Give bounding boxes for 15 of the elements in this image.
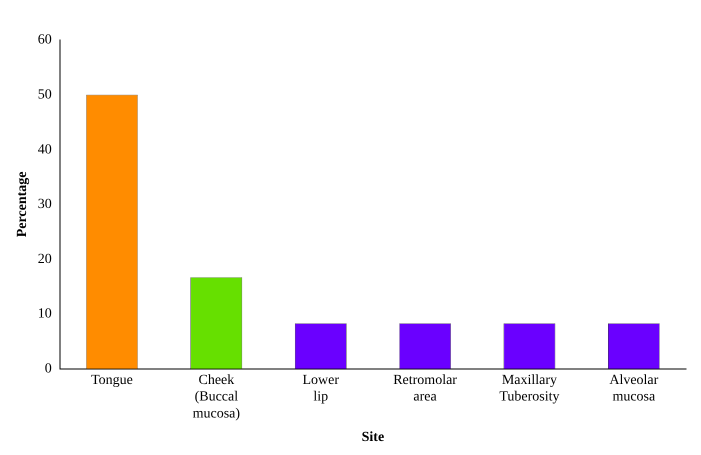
x-tick-label: Retromolar area xyxy=(393,372,458,405)
x-tick-label: Cheek (Buccal mucosa) xyxy=(192,372,240,422)
y-tick-label: 40 xyxy=(38,142,52,158)
y-tick-label: 20 xyxy=(38,252,52,267)
y-tick-label: 10 xyxy=(38,306,52,322)
y-axis-title: Percentage xyxy=(15,171,30,238)
y-tick-label: 0 xyxy=(44,361,52,376)
x-tick-label: Tongue xyxy=(91,372,133,388)
x-tick-label: Alveolar mucosa xyxy=(609,372,659,405)
y-tick-label: 50 xyxy=(38,87,52,102)
x-tick-label: Maxillary Tuberosity xyxy=(499,372,560,405)
x-tick-label: Lower lip xyxy=(302,372,340,405)
y-tick-label: 30 xyxy=(38,197,52,212)
y-tick-label: 60 xyxy=(38,32,52,48)
x-axis-title: Site xyxy=(362,430,384,446)
